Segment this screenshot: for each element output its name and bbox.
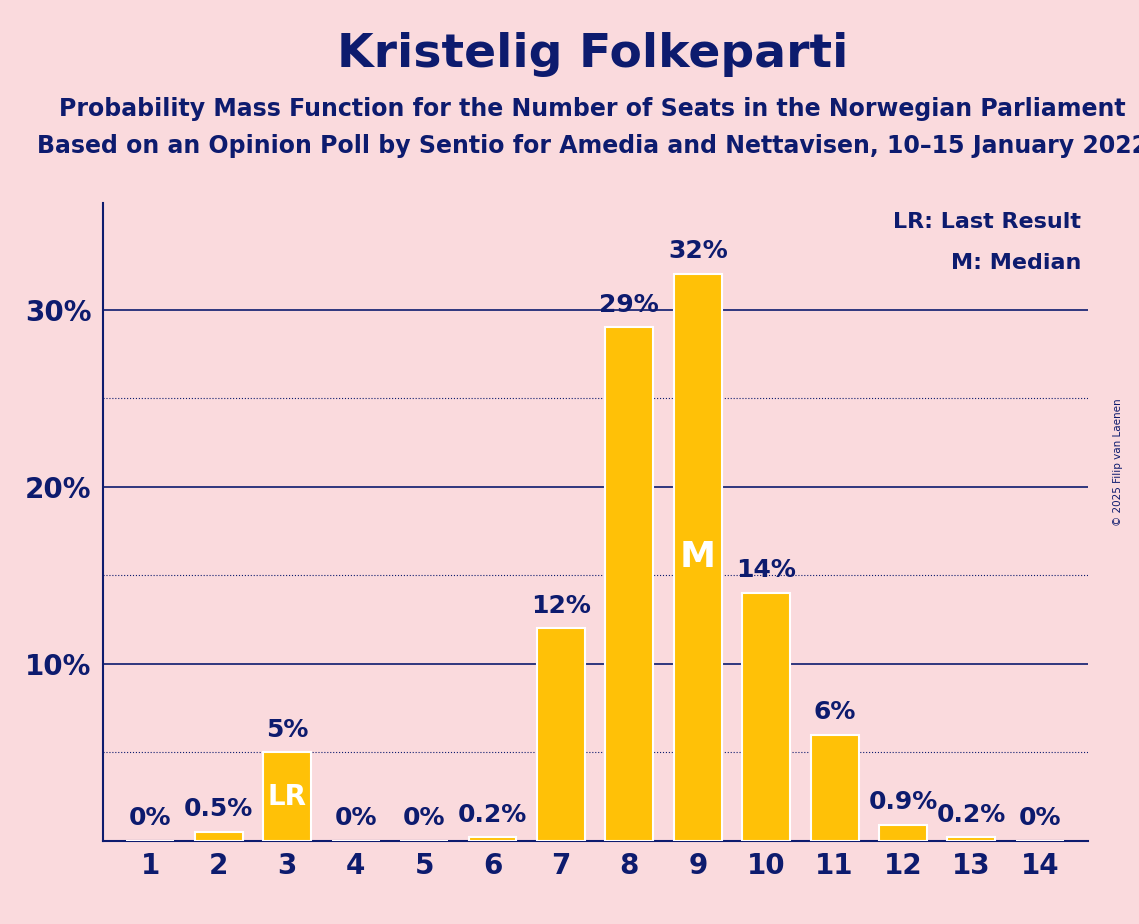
Bar (263, 752, 311, 841)
Bar (195, 832, 243, 841)
Text: LR: Last Result: LR: Last Result (893, 213, 1081, 232)
Bar (743, 593, 790, 841)
Text: Probability Mass Function for the Number of Seats in the Norwegian Parliament: Probability Mass Function for the Number… (59, 97, 1125, 121)
Text: 5%: 5% (267, 718, 309, 742)
Text: 0%: 0% (403, 807, 445, 831)
Text: Based on an Opinion Poll by Sentio for Amedia and Nettavisen, 10–15 January 2022: Based on an Opinion Poll by Sentio for A… (36, 134, 1139, 158)
Bar (536, 628, 584, 841)
Bar (811, 735, 859, 841)
Text: Kristelig Folkeparti: Kristelig Folkeparti (337, 32, 847, 78)
Text: © 2025 Filip van Laenen: © 2025 Filip van Laenen (1114, 398, 1123, 526)
Text: M: M (680, 541, 715, 575)
Bar (879, 825, 927, 841)
Text: 0.9%: 0.9% (868, 790, 937, 814)
Text: 0%: 0% (335, 807, 377, 831)
Text: 0.5%: 0.5% (185, 797, 254, 821)
Text: LR: LR (268, 783, 306, 810)
Text: 0%: 0% (129, 807, 172, 831)
Text: 0.2%: 0.2% (936, 803, 1006, 827)
Bar (468, 837, 516, 841)
Text: 29%: 29% (599, 293, 659, 317)
Bar (948, 837, 995, 841)
Bar (606, 327, 654, 841)
Text: 12%: 12% (531, 594, 591, 618)
Text: 14%: 14% (736, 558, 796, 582)
Text: M: Median: M: Median (951, 253, 1081, 273)
Bar (674, 274, 722, 841)
Text: 0%: 0% (1018, 807, 1062, 831)
Text: 0.2%: 0.2% (458, 803, 527, 827)
Text: 32%: 32% (667, 239, 728, 263)
Text: 6%: 6% (813, 700, 855, 724)
